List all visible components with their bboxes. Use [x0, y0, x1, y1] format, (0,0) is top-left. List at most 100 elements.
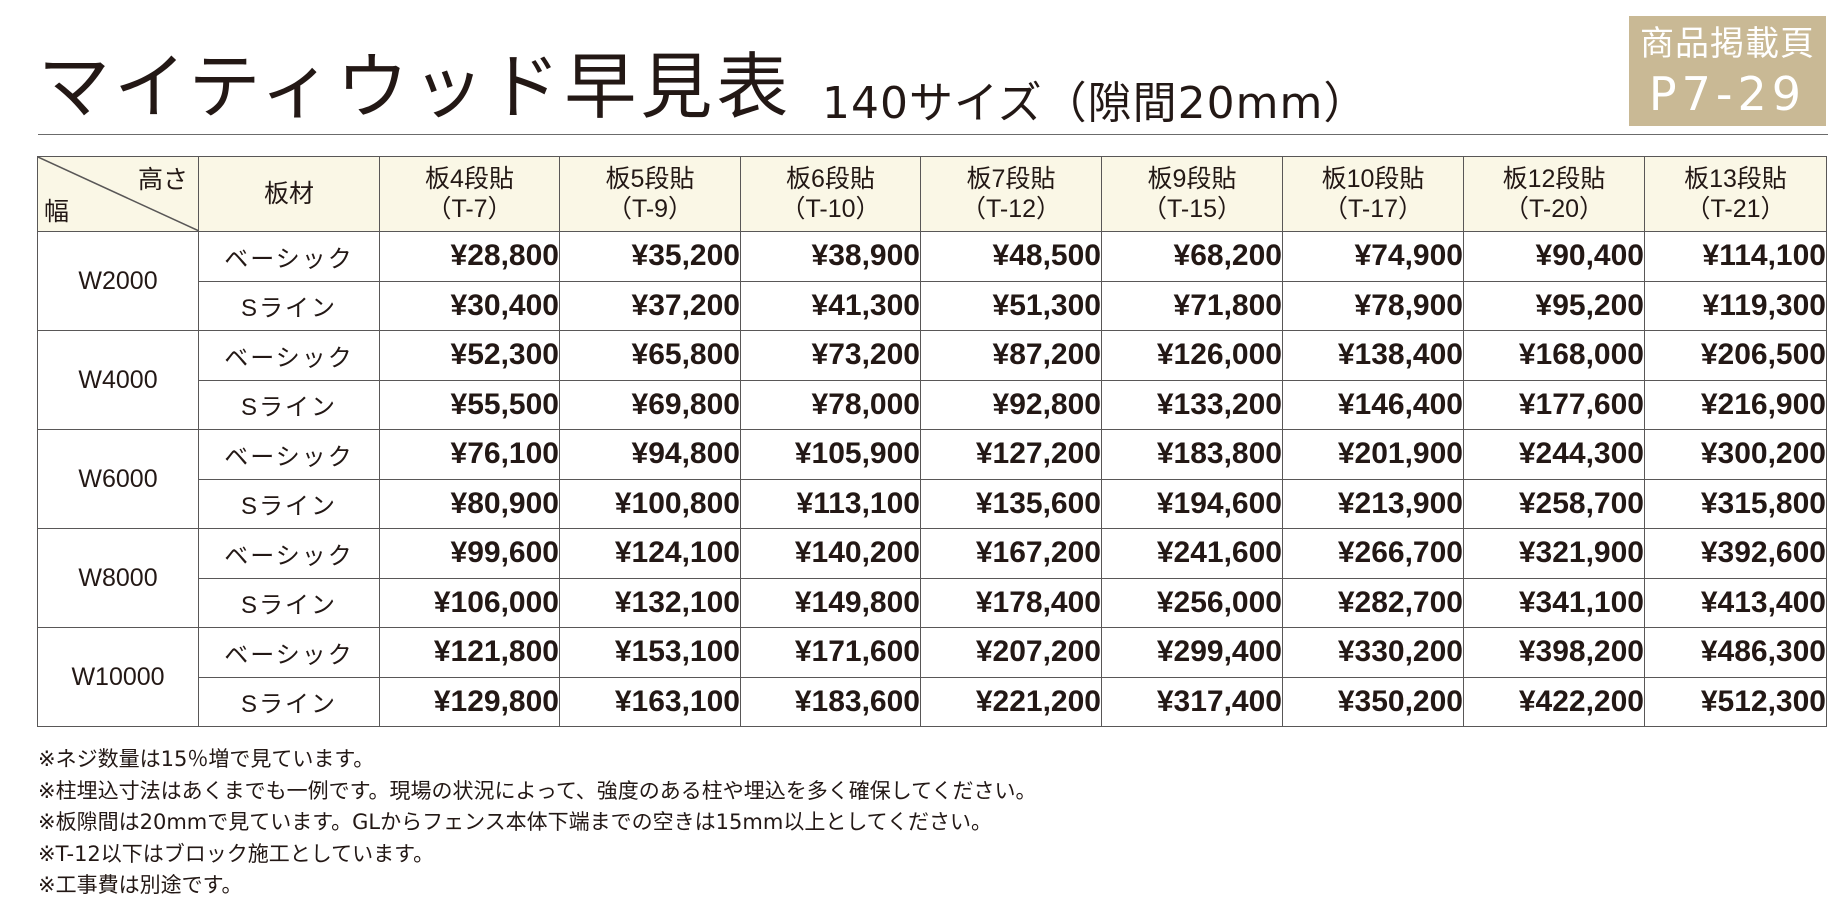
column-header-code: （T-15） [1141, 195, 1243, 223]
price-cell: ¥106,000 [379, 577, 560, 628]
price-cell: ¥244,300 [1463, 429, 1645, 480]
corner-header-cell: 高さ 幅 [37, 156, 199, 232]
column-header-code: （T-21） [1685, 195, 1786, 223]
price-cell: ¥90,400 [1463, 231, 1645, 282]
column-header-code: （T-20） [1503, 195, 1605, 223]
material-cell: Sライン [198, 379, 380, 430]
note-line: ※柱埋込寸法はあくまでも一例です。現場の状況によって、強度のある柱や埋込を多く確… [38, 778, 1037, 803]
price-cell: ¥133,200 [1101, 379, 1283, 430]
column-header: 板9段貼 （T-15） [1101, 156, 1283, 232]
column-header-label: 板13段貼 [1684, 165, 1787, 193]
price-cell: ¥114,100 [1644, 231, 1827, 282]
price-cell: ¥119,300 [1644, 280, 1827, 331]
price-cell: ¥258,700 [1463, 478, 1645, 529]
price-cell: ¥163,100 [559, 676, 741, 727]
price-cell: ¥299,400 [1101, 627, 1283, 678]
price-cell: ¥512,300 [1644, 676, 1827, 727]
price-cell: ¥213,900 [1282, 478, 1464, 529]
price-cell: ¥183,600 [740, 676, 921, 727]
price-cell: ¥149,800 [740, 577, 921, 628]
note-line: ※ネジ数量は15％増で見ています。 [38, 747, 375, 771]
price-cell: ¥94,800 [559, 429, 741, 480]
note-line: ※工事費は別途です。 [38, 873, 243, 897]
material-cell: ベーシック [198, 330, 380, 381]
price-cell: ¥28,800 [379, 231, 560, 282]
price-cell: ¥138,400 [1282, 330, 1464, 381]
price-cell: ¥30,400 [379, 280, 560, 331]
price-cell: ¥171,600 [740, 627, 921, 678]
column-header-code: （T-9） [606, 195, 694, 223]
price-cell: ¥37,200 [559, 280, 741, 331]
column-header: 板10段貼 （T-17） [1282, 156, 1464, 232]
width-label: 幅 [44, 198, 70, 226]
badge-page-number: P7-29 [1648, 67, 1807, 121]
column-header-code: （T-7） [426, 195, 513, 223]
material-cell: ベーシック [198, 231, 380, 282]
price-cell: ¥321,900 [1463, 528, 1645, 579]
price-cell: ¥168,000 [1463, 330, 1645, 381]
title-divider [38, 134, 1828, 135]
table-body: W2000 ベーシック ¥28,800 ¥35,200 ¥38,900 ¥48,500 ¥6… [37, 231, 1827, 727]
price-cell: ¥132,100 [559, 577, 741, 628]
price-cell: ¥78,900 [1282, 280, 1464, 331]
column-header-label: 板6段貼 [786, 165, 875, 193]
price-cell: ¥100,800 [559, 478, 741, 529]
page-subtitle: 140サイズ（隙間20mm） [822, 78, 1369, 129]
width-cell: W10000 [37, 627, 199, 727]
price-cell: ¥201,900 [1282, 429, 1464, 480]
price-cell: ¥95,200 [1463, 280, 1645, 331]
table-row: W8000 ベーシック ¥99,600 ¥124,100 ¥140,200 ¥167,20… [37, 528, 1827, 628]
material-cell: Sライン [198, 280, 380, 331]
price-cell: ¥99,600 [379, 528, 560, 579]
table-row: Sライン ¥106,000 ¥132,100 ¥149,800 ¥178,400 ¥256… [38, 577, 1827, 628]
price-cell: ¥266,700 [1282, 528, 1464, 579]
price-cell: ¥127,200 [920, 429, 1102, 480]
height-label: 高さ [137, 166, 188, 194]
column-header-code: （T-12） [960, 195, 1062, 223]
price-cell: ¥392,600 [1644, 528, 1827, 579]
price-cell: ¥206,500 [1644, 330, 1827, 381]
price-cell: ¥282,700 [1282, 577, 1464, 628]
table-row: W4000 ベーシック ¥52,300 ¥65,800 ¥73,200 ¥87,200 ¥1… [37, 330, 1827, 430]
badge-label: 商品掲載頁 [1640, 24, 1815, 64]
price-cell: ¥76,100 [379, 429, 560, 480]
width-cell: W8000 [37, 528, 199, 628]
price-cell: ¥65,800 [559, 330, 741, 381]
column-header-label: 板5段貼 [605, 165, 695, 193]
price-cell: ¥413,400 [1644, 577, 1827, 628]
price-cell: ¥398,200 [1463, 627, 1645, 678]
column-header-label: 板9段貼 [1147, 165, 1237, 193]
table-row: Sライン ¥55,500 ¥69,800 ¥78,000 ¥92,800 ¥133,200… [38, 379, 1827, 430]
price-cell: ¥167,200 [920, 528, 1102, 579]
note-line: ※T-12以下はブロック施工としています。 [38, 841, 435, 866]
price-cell: ¥92,800 [920, 379, 1102, 430]
table-row: W10000 ベーシック ¥121,800 ¥153,100 ¥171,600 ¥207,… [37, 627, 1827, 727]
material-cell: Sライン [198, 478, 380, 529]
price-cell: ¥350,200 [1282, 676, 1464, 727]
table-header-row: 高さ 幅 板材 板4段貼 （T-7） 板5段貼 （T-9） 板6段貼 （T-10） 板7段貼… [37, 156, 1827, 232]
price-cell: ¥121,800 [379, 627, 560, 678]
price-cell: ¥194,600 [1101, 478, 1283, 529]
material-cell: ベーシック [198, 627, 380, 678]
column-header-label: 板7段貼 [966, 165, 1056, 193]
price-cell: ¥207,200 [920, 627, 1102, 678]
price-cell: ¥71,800 [1101, 280, 1283, 331]
column-header: 板6段貼 （T-10） [740, 156, 921, 232]
price-cell: ¥74,900 [1282, 231, 1464, 282]
price-cell: ¥153,100 [559, 627, 741, 678]
width-cell: W6000 [37, 429, 199, 529]
price-cell: ¥126,000 [1101, 330, 1283, 381]
price-cell: ¥422,200 [1463, 676, 1645, 727]
column-header: 板12段貼 （T-20） [1463, 156, 1645, 232]
corner-diagonal [38, 157, 199, 231]
width-cell: W4000 [37, 330, 199, 430]
material-cell: Sライン [198, 577, 380, 628]
price-cell: ¥80,900 [379, 478, 560, 529]
width-cell: W2000 [37, 231, 199, 331]
price-cell: ¥178,400 [920, 577, 1102, 628]
price-cell: ¥140,200 [740, 528, 921, 579]
column-header-label: 板4段貼 [425, 165, 514, 193]
price-cell: ¥35,200 [559, 231, 741, 282]
column-header-label: 板10段貼 [1321, 165, 1425, 193]
price-cell: ¥52,300 [379, 330, 560, 381]
